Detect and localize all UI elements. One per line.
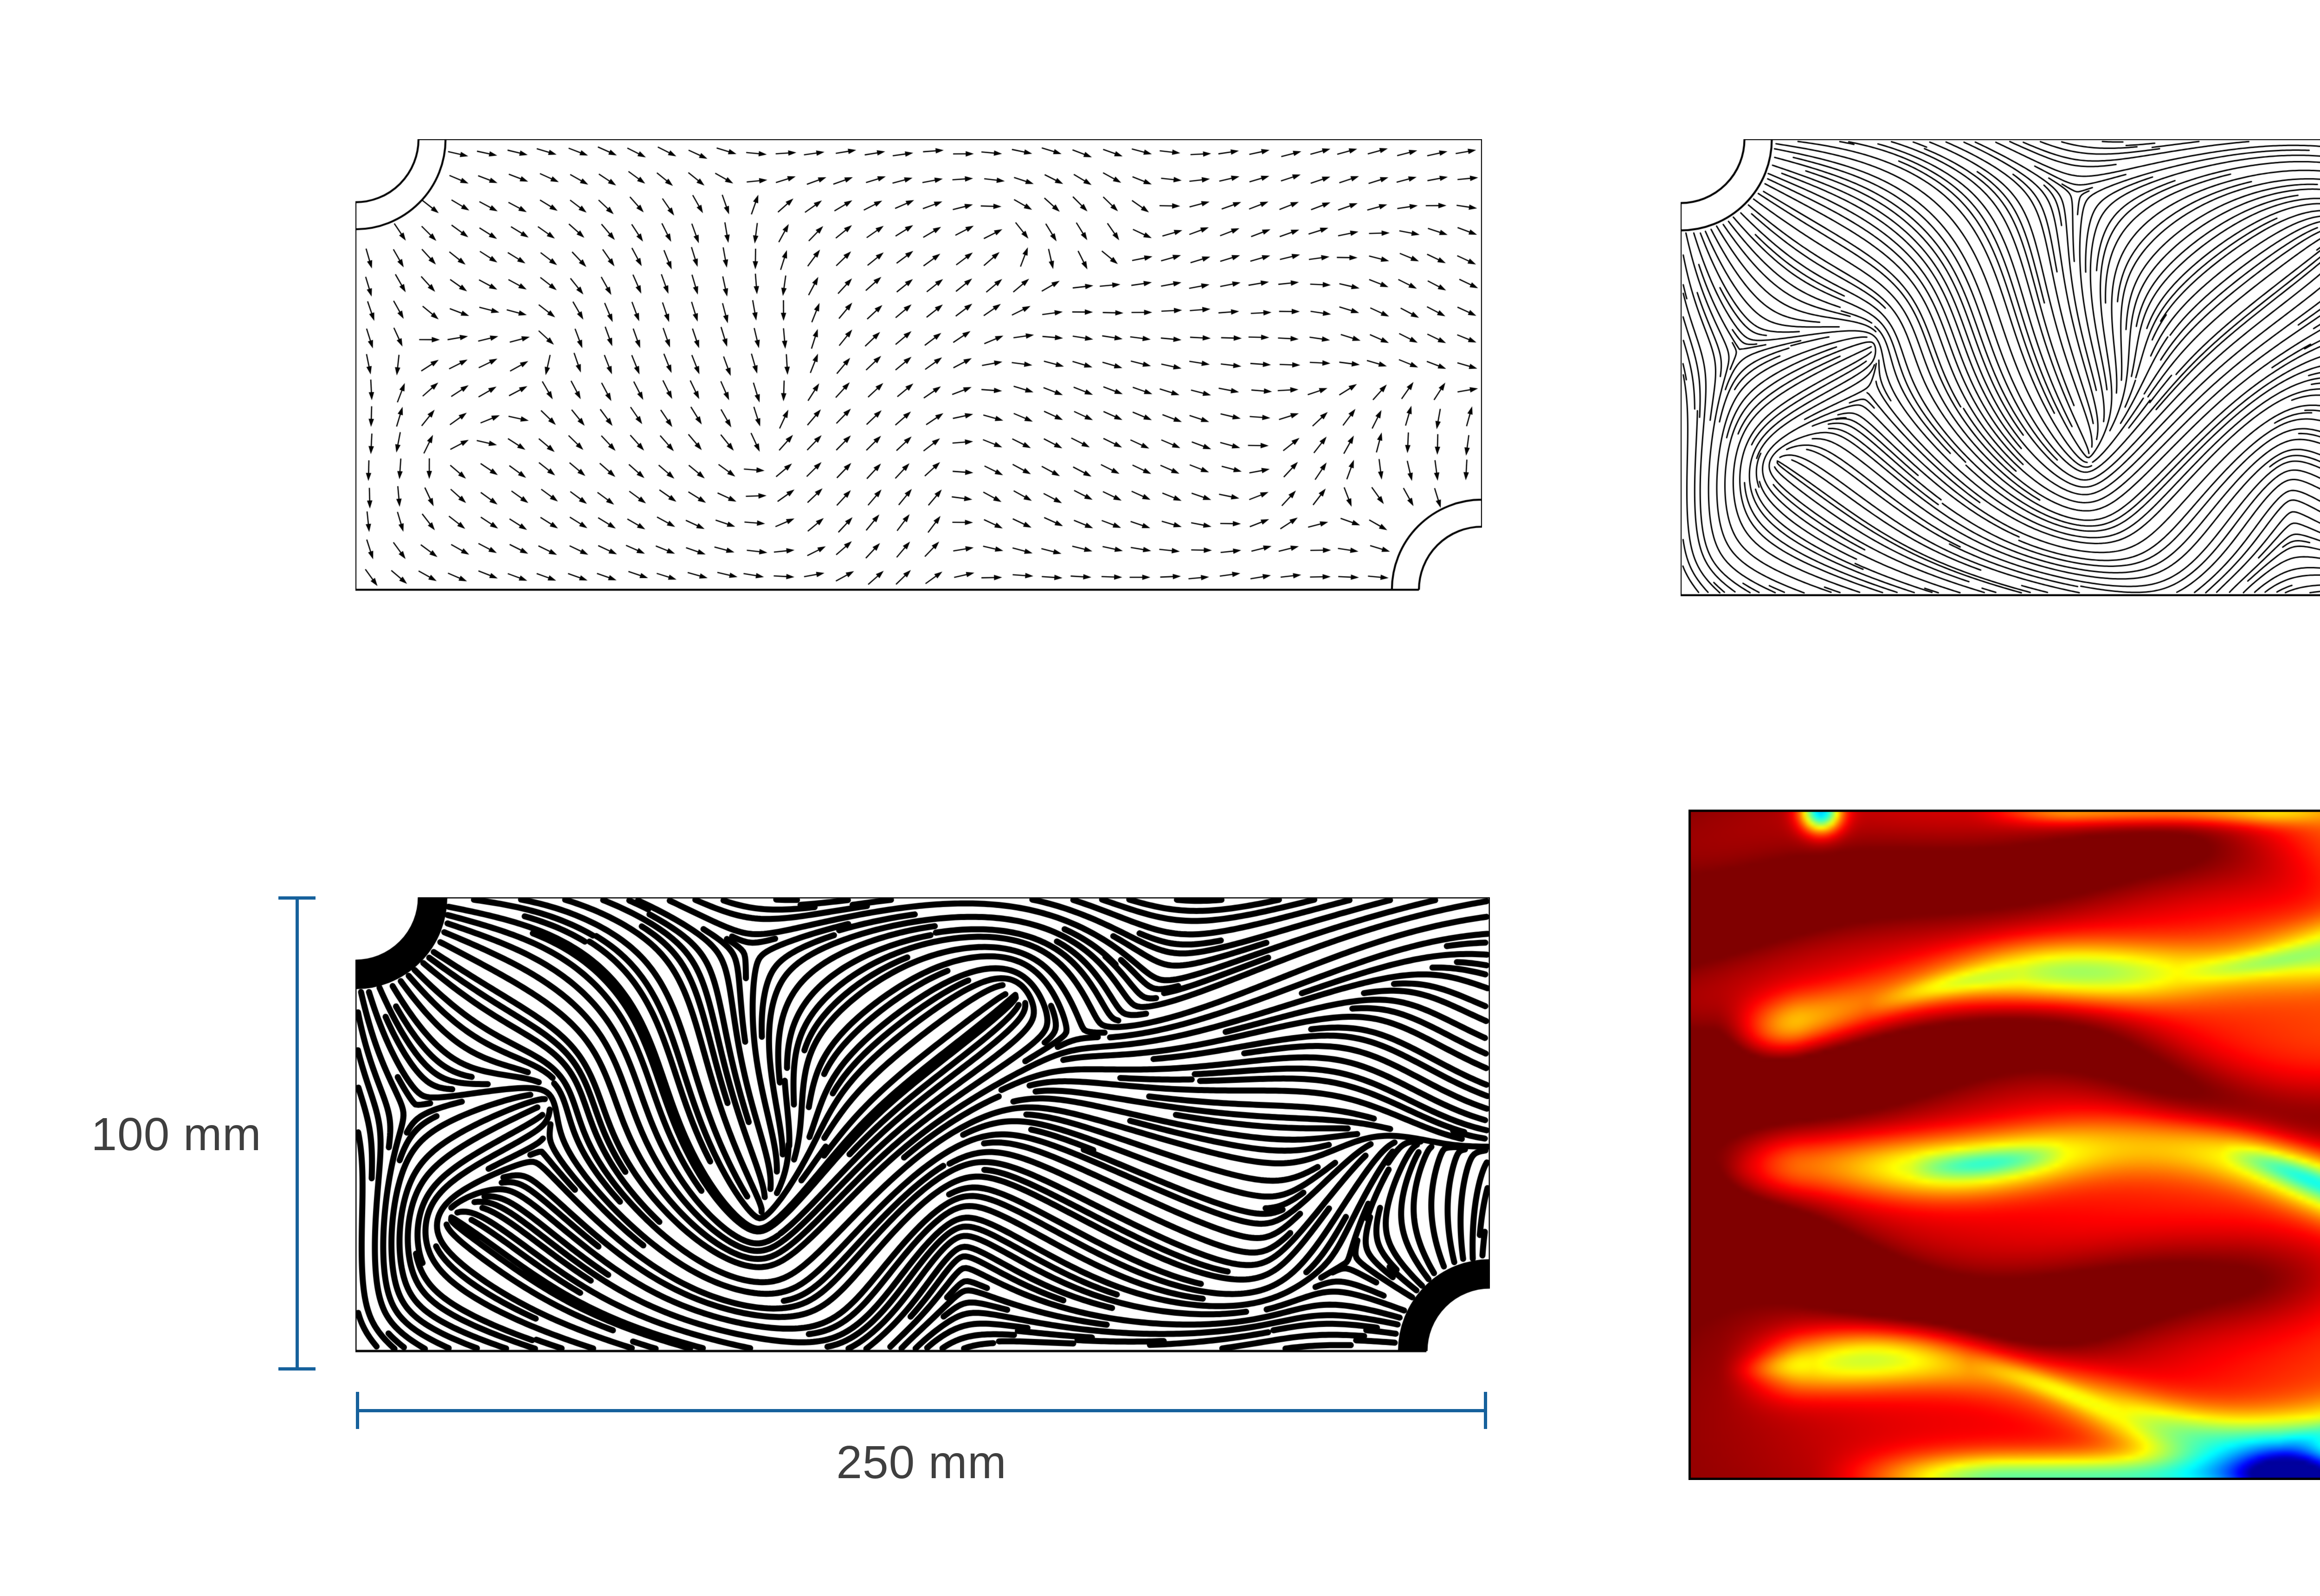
orientation-quiver-canvas [355, 139, 1482, 611]
height-dimension-top-cap [278, 896, 316, 900]
width-dimension-rule [356, 1409, 1487, 1412]
height-dimension-label: 100 mm [91, 1108, 262, 1160]
width-dimension-right-cap [1484, 1392, 1487, 1429]
panel-scalar-heatmap [1688, 810, 2320, 1480]
height-dimension-line [278, 896, 316, 1371]
width-dimension-label: 250 mm [836, 1436, 1007, 1488]
scalar-heatmap-canvas [1688, 810, 2320, 1480]
panel-orientation-streamlines [1681, 139, 2320, 611]
height-dimension-bottom-cap [278, 1367, 316, 1371]
width-dimension-left-cap [356, 1392, 359, 1429]
width-dimension-line [356, 1392, 1487, 1429]
panel-dense-toolpath [355, 897, 1490, 1369]
panel-orientation-quiver [355, 139, 1482, 611]
orientation-streamlines-canvas [1681, 139, 2320, 611]
dense-toolpath-canvas [355, 897, 1490, 1369]
height-dimension-rule [296, 896, 299, 1371]
